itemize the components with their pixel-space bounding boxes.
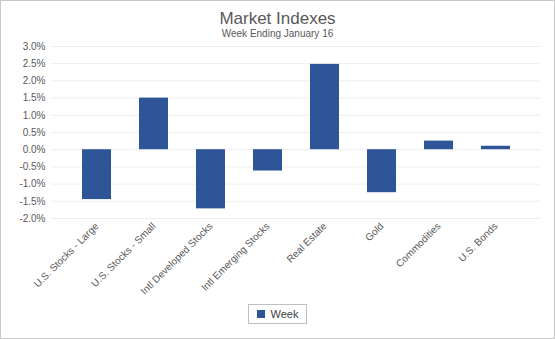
svg-text:2.5%: 2.5% [23, 58, 46, 69]
svg-text:Gold: Gold [363, 220, 386, 243]
svg-text:1.5%: 1.5% [23, 92, 46, 103]
svg-text:0.0%: 0.0% [23, 144, 46, 155]
svg-text:2.0%: 2.0% [23, 75, 46, 86]
html-text:Week Ending January 16: Week Ending January 16 [221, 28, 334, 39]
html-text:Market Indexes: Market Indexes [219, 9, 336, 28]
svg-text:-1.0%: -1.0% [19, 178, 45, 189]
svg-text:U.S. Stocks - Large: U.S. Stocks - Large [31, 220, 101, 290]
svg-text:1.0%: 1.0% [23, 110, 46, 121]
svg-text:Real Estate: Real Estate [284, 220, 329, 265]
svg-text:-2.0%: -2.0% [19, 213, 45, 224]
svg-text:3.0%: 3.0% [23, 41, 46, 52]
svg-text:-0.5%: -0.5% [19, 161, 45, 172]
svg-text:-1.5%: -1.5% [19, 196, 45, 207]
svg-text:0.5%: 0.5% [23, 127, 46, 138]
svg-text:Intl Emerging Stocks: Intl Emerging Stocks [199, 220, 272, 293]
svg-text:Intl Developed Stocks: Intl Developed Stocks [138, 220, 215, 297]
svg-text:U.S. Stocks - Small: U.S. Stocks - Small [89, 220, 158, 290]
svg-text:U.S. Bonds: U.S. Bonds [456, 220, 500, 264]
html-text:Week: Week [270, 308, 299, 320]
svg-text:Commodities: Commodities [394, 220, 443, 269]
